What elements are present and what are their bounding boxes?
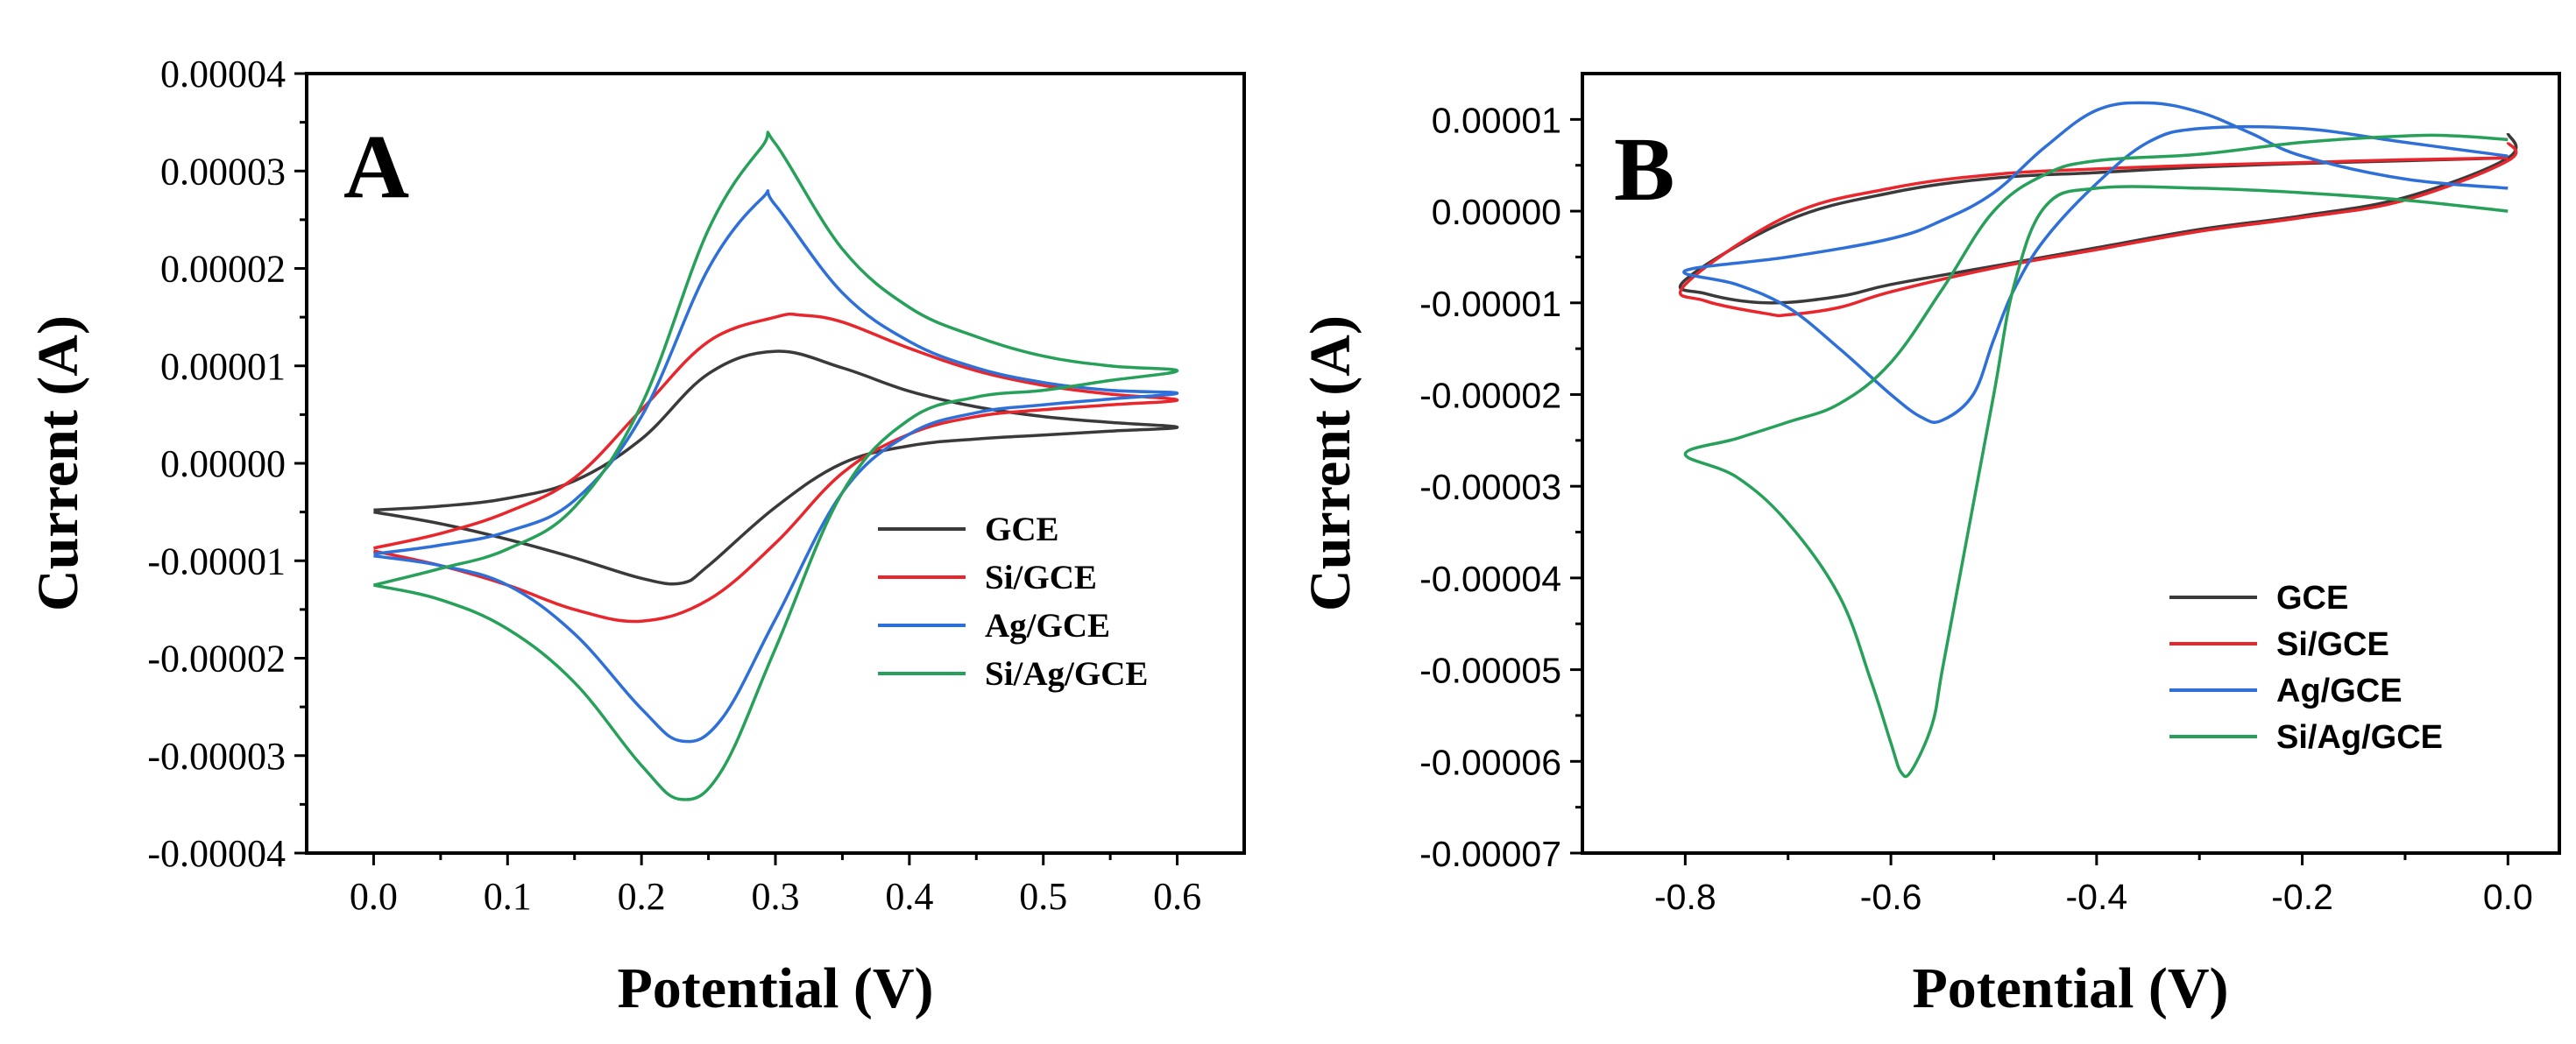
chart-a-x-axis-title: Potential (V)	[617, 956, 933, 1020]
chart-a-panel-letter: A	[343, 116, 409, 217]
chart-b-x-tick-label: -0.6	[1860, 877, 1922, 917]
chart-b-y-tick-label: 0.00000	[1432, 192, 1561, 232]
chart-b-y-tick-label: -0.00004	[1419, 559, 1561, 599]
chart-b-y-tick-label: -0.00001	[1419, 284, 1561, 324]
chart-b-y-tick-label: 0.00001	[1432, 100, 1561, 140]
chart-b-legend-label: Si/Ag/GCE	[2276, 719, 2443, 756]
chart-b-y-tick-label: -0.00003	[1419, 467, 1561, 507]
chart-a-x-ticks: 0.0 0.1 0.2 0.3 0.4 0.5 0.6	[350, 853, 1201, 918]
chart-b-y-axis-title: Current (A)	[1299, 315, 1362, 611]
chart-b-legend-label: Si/GCE	[2276, 626, 2389, 663]
chart-b-legend: GCE Si/GCE Ag/GCE Si/Ag/GCE	[2169, 580, 2443, 756]
chart-b-series-line-gce	[1678, 132, 2518, 305]
chart-a-series-group	[372, 130, 1179, 801]
chart-a-y-tick-label: 0.00004	[160, 53, 286, 95]
chart-b-y-tick-label: -0.00007	[1419, 834, 1561, 874]
chart-b-series-group	[1678, 101, 2518, 779]
chart-b-series-line-ag-gce	[1682, 101, 2509, 424]
chart-a-y-tick-label: 0.00001	[160, 345, 286, 388]
chart-b-series-line-si-ag-gce	[1683, 133, 2509, 779]
chart-a-legend-label: Si/Ag/GCE	[985, 655, 1148, 693]
chart-a-y-tick-label: 0.00002	[160, 248, 286, 291]
chart-b-y-ticks: 0.00001 0.00000 -0.00001 -0.00002 -0.00003 -0…	[1419, 100, 1582, 874]
chart-b-plot-frame	[1581, 72, 2561, 855]
chart-b-panel-letter: B	[1614, 119, 1674, 220]
chart-a-series-line-gce	[373, 349, 1179, 586]
chart-b-x-tick-label: -0.2	[2271, 877, 2333, 917]
chart-b-x-tick-label: -0.4	[2066, 877, 2128, 917]
chart-a-y-axis-title: Current (A)	[26, 315, 90, 611]
chart-a-y-tick-label: 0.00003	[160, 150, 286, 193]
chart-a-y-tick-label: -0.00001	[147, 540, 286, 582]
chart-panel-a: 0.0 0.1 0.2 0.3 0.4 0.5 0.6 0.000040.000030.00…	[26, 53, 1246, 1020]
chart-b-y-tick-label: -0.00002	[1419, 375, 1561, 415]
chart-b-x-ticks: -0.8 -0.6 -0.4 -0.2 0.0	[1654, 853, 2533, 917]
chart-a-legend: GCE Si/GCE Ag/GCE Si/Ag/GCE	[878, 511, 1148, 693]
chart-a-plot-frame	[305, 72, 1246, 855]
chart-a-legend-label: Si/GCE	[985, 559, 1097, 596]
chart-b-x-axis-title: Potential (V)	[1912, 956, 2228, 1020]
chart-a-x-tick-label: 0.2	[618, 875, 666, 918]
chart-a-x-tick-label: 0.5	[1019, 875, 1067, 918]
chart-a-y-tick-label: 0.00000	[160, 442, 286, 485]
chart-b-legend-label: Ag/GCE	[2276, 673, 2403, 709]
chart-a-y-ticks: 0.00004 0.00003 0.00002 0.00001 0.00000 -0.00…	[147, 53, 307, 875]
chart-b-y-tick-label: -0.00005	[1419, 651, 1561, 691]
chart-a-y-tick-label: -0.00004	[147, 832, 286, 875]
chart-a-y-tick-label: -0.00002	[147, 638, 286, 681]
chart-a-series-line-ag-gce	[373, 189, 1179, 744]
chart-a-x-tick-label: 0.4	[885, 875, 933, 918]
chart-a-y-tick-label: -0.00003	[147, 735, 286, 778]
chart-panel-b: -0.8 -0.6 -0.4 -0.2 0.0 0.00001 0.00000 -0.000…	[1299, 72, 2561, 1020]
chart-a-x-tick-label: 0.1	[484, 875, 532, 918]
chart-b-x-tick-label: 0.0	[2483, 877, 2533, 917]
chart-a-series-line-si-gce	[373, 312, 1179, 624]
chart-a-legend-label: GCE	[985, 511, 1059, 548]
chart-b-legend-label: GCE	[2276, 580, 2348, 617]
chart-a-series-line-si-ag-gce	[372, 130, 1179, 801]
chart-a-legend-label: Ag/GCE	[985, 607, 1110, 645]
chart-b-x-tick-label: -0.8	[1654, 877, 1716, 917]
chart-b-y-tick-label: -0.00006	[1419, 742, 1561, 782]
chart-b-series-line-si-gce	[1678, 141, 2518, 318]
chart-a-x-tick-label: 0.0	[350, 875, 398, 918]
chart-a-x-tick-label: 0.3	[752, 875, 800, 918]
chart-a-x-tick-label: 0.6	[1153, 875, 1201, 918]
